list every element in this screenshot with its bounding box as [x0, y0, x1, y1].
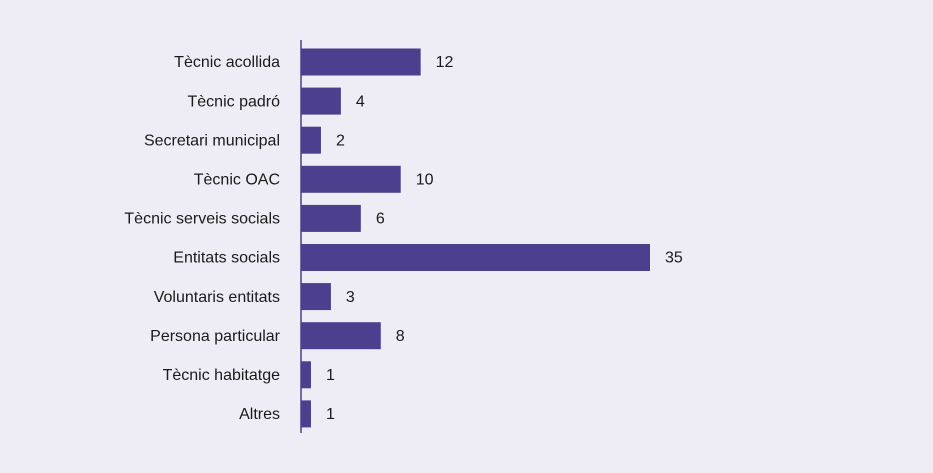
bar [301, 400, 311, 428]
value-label: 4 [356, 93, 365, 110]
value-label: 1 [326, 406, 335, 423]
category-label: Tècnic habitatge [163, 367, 281, 384]
category-label: Tècnic serveis socials [124, 211, 280, 228]
category-label: Secretari municipal [144, 132, 280, 149]
value-label: 8 [396, 328, 405, 345]
bar [301, 48, 421, 76]
value-label: 2 [336, 132, 345, 149]
bar [301, 283, 331, 311]
category-label: Altres [239, 406, 280, 423]
category-label: Tècnic acollida [174, 54, 280, 71]
bar [301, 165, 401, 193]
value-label: 10 [416, 172, 434, 189]
value-label: 1 [326, 367, 335, 384]
category-label: Entitats socials [173, 250, 280, 267]
value-label: 6 [376, 211, 385, 228]
value-label: 12 [436, 54, 454, 71]
bar [301, 322, 381, 350]
value-label: 35 [665, 250, 683, 267]
category-label: Tècnic padró [188, 93, 281, 110]
category-label: Tècnic OAC [194, 172, 280, 189]
category-label: Voluntaris entitats [154, 289, 280, 306]
category-label: Persona particular [150, 328, 281, 345]
bar [301, 204, 361, 232]
value-label: 3 [346, 289, 355, 306]
bar [301, 244, 650, 271]
bar [301, 361, 311, 389]
bar [301, 126, 321, 154]
bar [301, 87, 341, 115]
